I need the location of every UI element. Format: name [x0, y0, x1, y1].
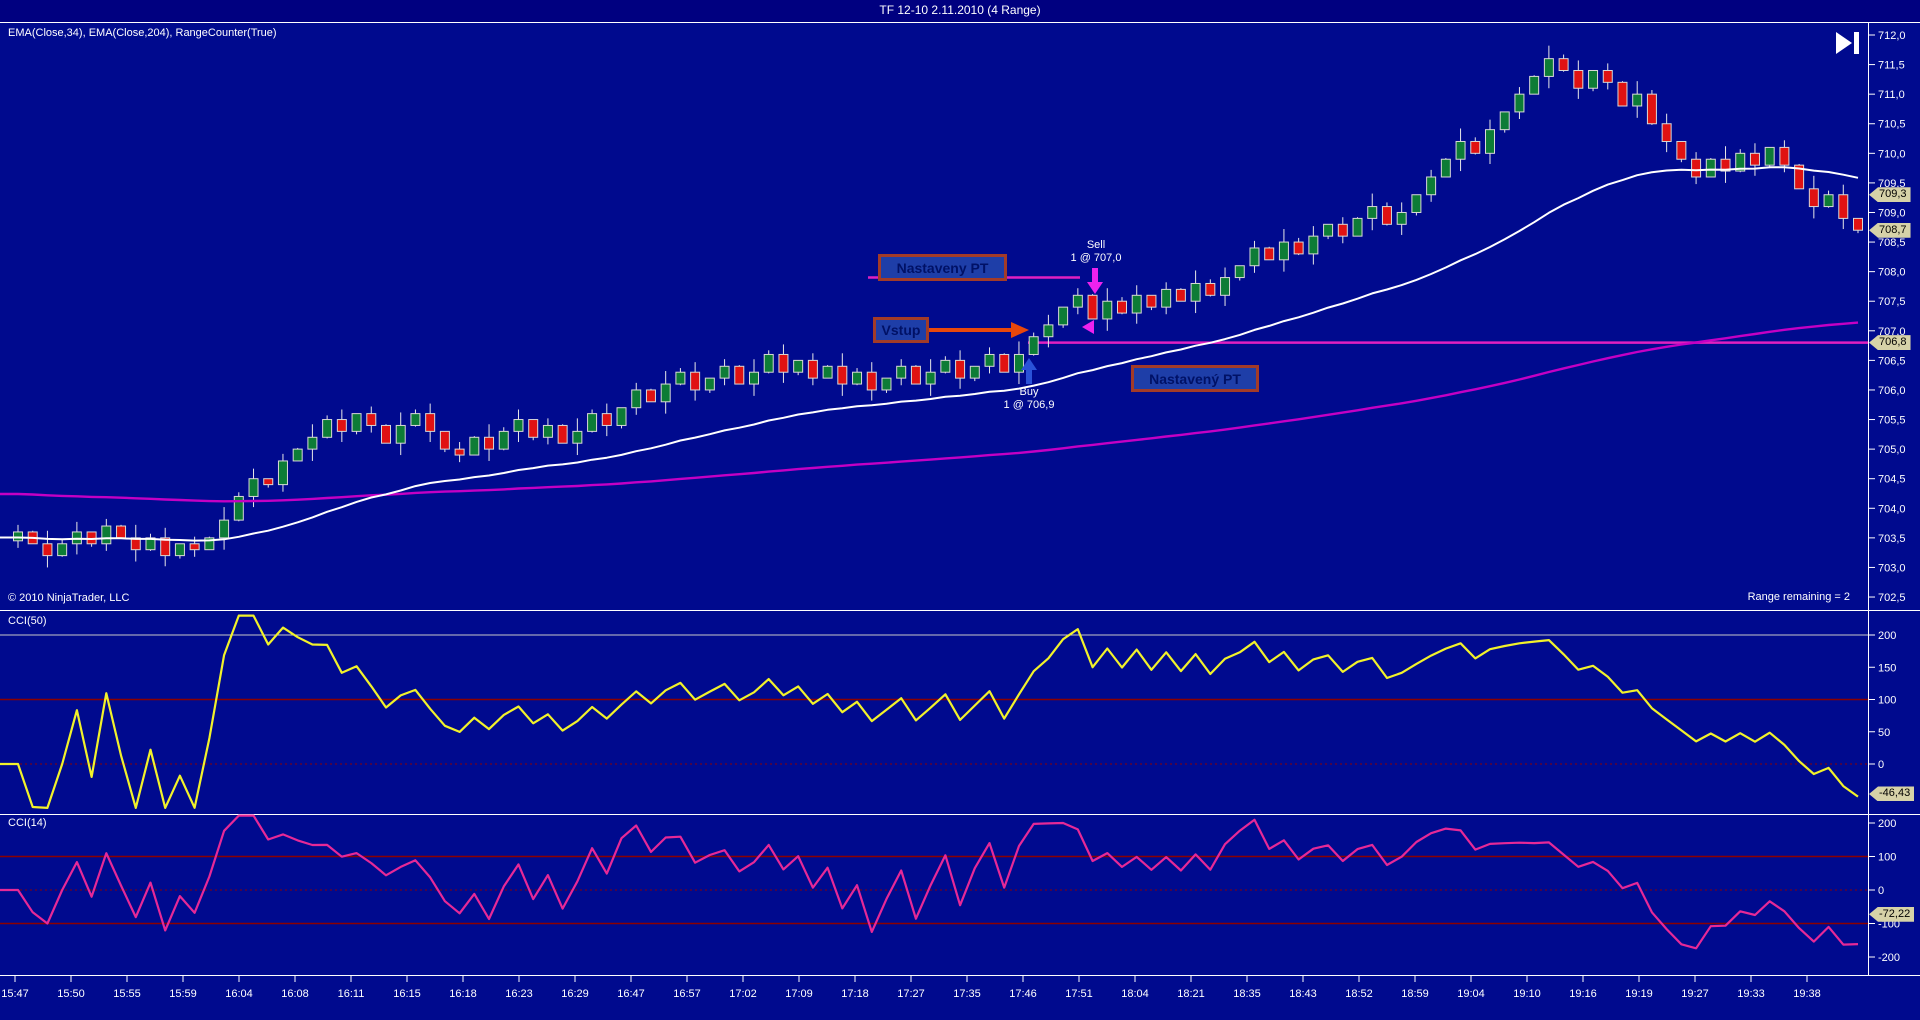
- svg-text:16:29: 16:29: [561, 988, 589, 1000]
- buy-side-text: Buy: [1019, 386, 1039, 398]
- svg-text:17:27: 17:27: [897, 988, 925, 1000]
- svg-text:15:47: 15:47: [1, 988, 29, 1000]
- svg-text:710,5: 710,5: [1878, 119, 1906, 131]
- ema204-value-badge: 706,8: [1869, 335, 1911, 351]
- svg-text:150: 150: [1878, 662, 1896, 674]
- svg-text:703,5: 703,5: [1878, 533, 1906, 545]
- svg-text:16:11: 16:11: [338, 988, 365, 1000]
- svg-text:19:19: 19:19: [1625, 988, 1653, 1000]
- svg-text:17:02: 17:02: [729, 988, 757, 1000]
- svg-text:19:10: 19:10: [1513, 988, 1541, 1000]
- copyright-label: © 2010 NinjaTrader, LLC: [8, 592, 130, 604]
- window-title: TF 12-10 2.11.2010 (4 Range): [0, 0, 1920, 22]
- svg-text:18:59: 18:59: [1401, 988, 1429, 1000]
- go-to-end-icon[interactable]: [1833, 29, 1863, 57]
- last-price-badge: 708,7: [1869, 222, 1911, 238]
- svg-text:16:15: 16:15: [393, 988, 421, 1000]
- svg-text:709,5: 709,5: [1878, 178, 1906, 190]
- sell-side-text: Sell: [1086, 239, 1106, 251]
- svg-text:200: 200: [1878, 630, 1896, 642]
- svg-text:16:23: 16:23: [505, 988, 533, 1000]
- sell-execution-label: Sell 1 @ 707,0: [1059, 239, 1133, 265]
- buy-execution-label: Buy 1 @ 706,9: [992, 386, 1066, 412]
- svg-text:706,0: 706,0: [1878, 385, 1906, 397]
- svg-text:705,5: 705,5: [1878, 415, 1906, 427]
- svg-text:18:52: 18:52: [1345, 988, 1373, 1000]
- svg-text:711,0: 711,0: [1878, 89, 1905, 101]
- svg-text:711,5: 711,5: [1878, 60, 1905, 72]
- cci14-label: CCI(14): [8, 817, 47, 829]
- price-axis[interactable]: [1868, 23, 1920, 975]
- svg-text:709,0: 709,0: [1878, 207, 1906, 219]
- svg-text:706,5: 706,5: [1878, 355, 1906, 367]
- svg-text:19:04: 19:04: [1457, 988, 1485, 1000]
- buy-arrow-icon: [1021, 358, 1037, 384]
- svg-text:18:21: 18:21: [1177, 988, 1205, 1000]
- svg-text:15:55: 15:55: [113, 988, 141, 1000]
- svg-text:702,5: 702,5: [1878, 592, 1906, 604]
- svg-text:17:51: 17:51: [1065, 988, 1093, 1000]
- svg-text:50: 50: [1878, 727, 1890, 739]
- svg-text:705,0: 705,0: [1878, 444, 1906, 456]
- svg-text:704,0: 704,0: [1878, 503, 1906, 515]
- svg-text:16:18: 16:18: [449, 988, 477, 1000]
- svg-text:15:59: 15:59: [169, 988, 197, 1000]
- svg-text:708,0: 708,0: [1878, 267, 1906, 279]
- svg-text:17:35: 17:35: [953, 988, 981, 1000]
- svg-text:707,5: 707,5: [1878, 296, 1906, 308]
- svg-text:17:09: 17:09: [785, 988, 813, 1000]
- svg-text:19:16: 19:16: [1569, 988, 1597, 1000]
- entry-box[interactable]: Vstup: [873, 317, 929, 343]
- sell-price-text: 1 @ 707,0: [1070, 252, 1122, 264]
- svg-text:16:04: 16:04: [225, 988, 253, 1000]
- svg-text:19:33: 19:33: [1737, 988, 1765, 1000]
- svg-text:17:18: 17:18: [841, 988, 869, 1000]
- svg-text:16:47: 16:47: [617, 988, 645, 1000]
- svg-text:704,5: 704,5: [1878, 474, 1906, 486]
- svg-text:703,0: 703,0: [1878, 562, 1906, 574]
- sell-arrow-icon: [1087, 268, 1103, 294]
- svg-text:18:35: 18:35: [1233, 988, 1261, 1000]
- profit-target-box-2[interactable]: Nastavený PT: [1131, 365, 1259, 392]
- svg-text:0: 0: [1878, 885, 1884, 897]
- svg-text:708,5: 708,5: [1878, 237, 1906, 249]
- svg-text:-200: -200: [1878, 952, 1900, 964]
- svg-text:100: 100: [1878, 695, 1896, 707]
- svg-text:18:43: 18:43: [1289, 988, 1317, 1000]
- svg-text:200: 200: [1878, 818, 1896, 830]
- svg-text:15:50: 15:50: [57, 988, 85, 1000]
- pt-marker-icon: [1082, 320, 1094, 334]
- svg-text:710,0: 710,0: [1878, 148, 1906, 160]
- svg-text:712,0: 712,0: [1878, 30, 1906, 42]
- ema34-value-badge: 709,3: [1869, 187, 1911, 203]
- buy-price-text: 1 @ 706,9: [1003, 399, 1055, 411]
- cci14-value-badge: -72,22: [1869, 906, 1915, 922]
- svg-text:17:46: 17:46: [1009, 988, 1037, 1000]
- svg-text:0: 0: [1878, 759, 1884, 771]
- svg-text:19:38: 19:38: [1793, 988, 1821, 1000]
- indicator-label: EMA(Close,34), EMA(Close,204), RangeCoun…: [8, 27, 277, 39]
- svg-text:16:08: 16:08: [281, 988, 309, 1000]
- range-remaining-label: Range remaining = 2: [1747, 591, 1850, 603]
- profit-target-box-1[interactable]: Nastaveny PT: [878, 254, 1007, 281]
- cci50-label: CCI(50): [8, 615, 47, 627]
- time-axis[interactable]: [0, 976, 1868, 1020]
- svg-text:100: 100: [1878, 852, 1896, 864]
- svg-text:19:27: 19:27: [1681, 988, 1709, 1000]
- svg-text:16:57: 16:57: [673, 988, 701, 1000]
- svg-text:18:04: 18:04: [1121, 988, 1149, 1000]
- entry-arrow-icon[interactable]: [929, 321, 1029, 339]
- svg-text:707,0: 707,0: [1878, 326, 1906, 338]
- cci50-value-badge: -46,43: [1869, 786, 1915, 802]
